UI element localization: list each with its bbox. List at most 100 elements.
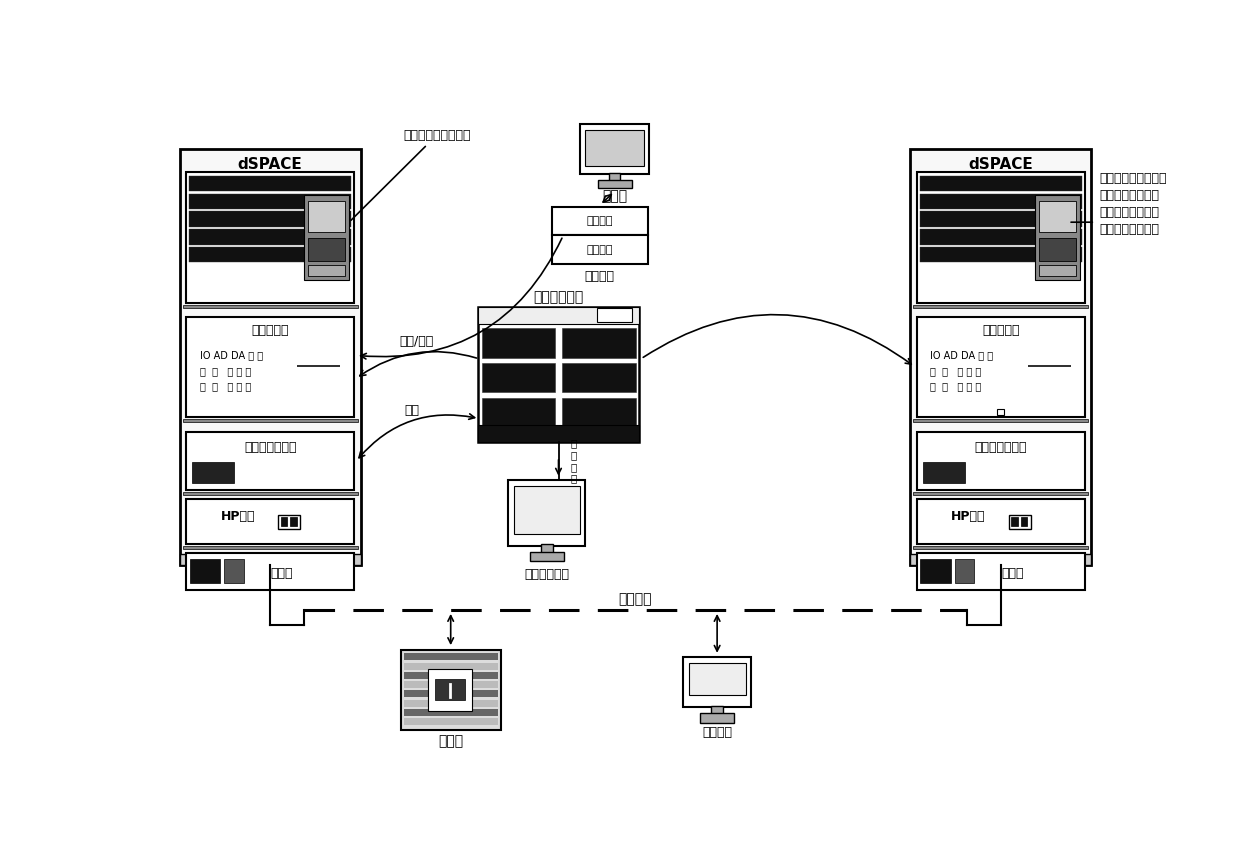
Text: 计数板卡: 计数板卡 <box>587 245 613 255</box>
Text: 交换机: 交换机 <box>1001 566 1024 580</box>
Bar <box>182 546 357 548</box>
Bar <box>180 554 361 565</box>
Bar <box>404 691 497 698</box>
Bar <box>180 149 361 565</box>
Bar <box>481 398 554 427</box>
Bar <box>477 307 640 441</box>
Text: 姿轨控计算机: 姿轨控计算机 <box>533 291 584 304</box>
Bar <box>916 500 1085 544</box>
Bar <box>1012 517 1018 526</box>
Bar <box>224 560 243 583</box>
Bar <box>688 662 745 695</box>
Bar <box>404 681 497 688</box>
Bar <box>1009 515 1030 529</box>
Bar <box>598 180 631 188</box>
Bar <box>1039 201 1076 232</box>
Bar <box>920 212 1083 227</box>
Text: dSPACE: dSPACE <box>968 157 1033 172</box>
Text: 遥测终端: 遥测终端 <box>702 726 732 740</box>
Bar <box>280 517 288 526</box>
Bar <box>309 265 345 276</box>
Bar <box>580 124 650 175</box>
Bar <box>298 364 340 367</box>
Bar <box>404 653 497 661</box>
Bar <box>309 237 345 261</box>
Text: 模拟星务分系统: 模拟星务分系统 <box>975 441 1027 454</box>
Bar <box>955 560 975 583</box>
Text: 模拟星务分系统: 模拟星务分系统 <box>244 441 296 454</box>
Bar <box>910 554 1091 565</box>
Text: 卫星测量单机模型: 卫星测量单机模型 <box>1099 189 1159 201</box>
Text: 卫星控制单机模型: 卫星控制单机模型 <box>1099 223 1159 236</box>
Bar <box>1039 265 1076 276</box>
Bar <box>188 212 351 227</box>
Bar <box>186 554 355 590</box>
Bar <box>563 363 635 393</box>
Bar <box>182 418 357 422</box>
Bar <box>914 304 1089 308</box>
Bar <box>914 492 1089 494</box>
Bar <box>508 480 585 546</box>
Bar <box>920 560 951 583</box>
Text: 卫星执行单机模型: 卫星执行单机模型 <box>1099 206 1159 219</box>
Bar <box>401 650 501 730</box>
Bar <box>1028 364 1070 367</box>
Bar <box>404 662 497 669</box>
Bar <box>192 462 234 483</box>
Bar <box>309 201 345 232</box>
Text: 数据库: 数据库 <box>438 734 464 748</box>
Bar <box>188 247 351 262</box>
Text: 板  板   板 口 线: 板 板 板 口 线 <box>200 366 250 376</box>
Bar <box>404 672 497 679</box>
Bar <box>916 172 1085 303</box>
Bar <box>923 462 965 483</box>
Text: 某某板卡: 某某板卡 <box>587 216 613 225</box>
Text: 总线: 总线 <box>404 405 419 417</box>
Text: 卡  卡   卡 卡 卡: 卡 卡 卡 卡 卡 <box>930 381 982 391</box>
Bar <box>435 679 465 700</box>
Bar <box>683 657 751 707</box>
Bar <box>190 560 221 583</box>
Text: 信号处理棂: 信号处理棂 <box>252 324 289 338</box>
Text: 卫星姿态动力学模型: 卫星姿态动力学模型 <box>1099 171 1167 185</box>
Bar <box>914 546 1089 548</box>
Bar <box>1039 237 1076 261</box>
Bar <box>278 515 300 529</box>
Bar <box>609 173 620 181</box>
Text: IO AD DA 串 总: IO AD DA 串 总 <box>200 351 263 361</box>
Bar <box>182 492 357 494</box>
Text: dSPACE: dSPACE <box>238 157 303 172</box>
Bar <box>182 304 357 308</box>
Bar <box>552 236 647 264</box>
Bar <box>186 500 355 544</box>
Bar <box>711 706 723 715</box>
Bar <box>404 709 497 716</box>
Bar <box>541 544 553 554</box>
Bar <box>188 194 351 209</box>
Bar <box>513 486 580 534</box>
Bar <box>916 554 1085 590</box>
Bar <box>910 149 1091 565</box>
Bar <box>304 195 350 280</box>
Bar <box>404 718 497 725</box>
Bar <box>529 552 564 561</box>
Bar <box>477 425 640 441</box>
Bar <box>916 433 1085 490</box>
Text: 卡  卡   卡 卡 卡: 卡 卡 卡 卡 卡 <box>200 381 250 391</box>
Bar <box>186 317 355 417</box>
Text: 显
示
接
口: 显 示 接 口 <box>570 439 577 483</box>
Text: 板  板   板 口 线: 板 板 板 口 线 <box>930 366 982 376</box>
Text: 交换机: 交换机 <box>270 566 293 580</box>
Bar <box>997 410 1003 416</box>
Bar <box>596 309 631 322</box>
Text: 数据/指令: 数据/指令 <box>399 335 433 348</box>
Text: 校时设备: 校时设备 <box>585 270 615 284</box>
Bar <box>186 172 355 303</box>
Bar <box>188 176 351 191</box>
Bar <box>920 247 1083 262</box>
Text: HP电源: HP电源 <box>951 510 986 523</box>
Text: 卫星轨道动力学模型: 卫星轨道动力学模型 <box>351 129 470 220</box>
Bar <box>1035 195 1080 280</box>
Bar <box>477 307 640 324</box>
Bar <box>914 418 1089 422</box>
